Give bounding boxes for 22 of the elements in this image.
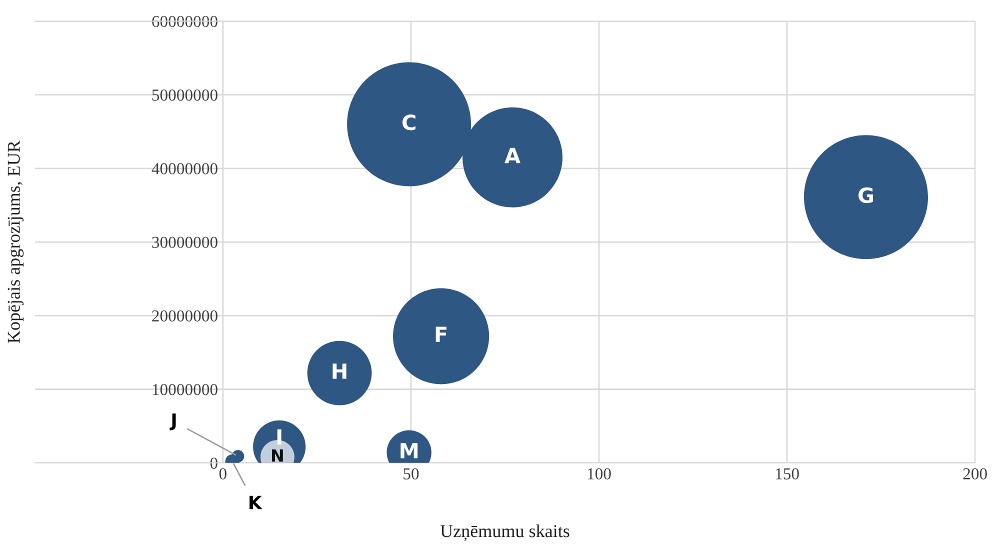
x-tick-label: 0 [219,468,226,480]
y-tick-label: 50000000 [152,89,218,101]
series-label: K [250,496,262,510]
x-tick-label: 150 [776,468,799,480]
series-label: M [400,443,418,458]
series-label: H [332,364,346,379]
x-tick-label: 50 [404,468,419,480]
y-tick-label: 0 [210,458,218,469]
series-label: A [504,148,520,164]
series-label: F [436,326,446,342]
y-tick-label: 10000000 [152,384,218,396]
y-tick-label: 20000000 [152,310,218,322]
y-tick-label: 40000000 [152,163,218,174]
x-tick-label: 100 [588,468,611,480]
series-label: N [272,449,283,462]
x-tick-label: 200 [963,468,987,480]
series-label: C [402,114,416,130]
y-tick-label: 30000000 [152,236,218,248]
text: J [170,413,176,430]
series-label: G [858,187,874,204]
y-axis-title: Kopējais apgrozījums, EUR [8,140,24,344]
x-axis-title: Uzņēmumu skaits [440,524,570,541]
